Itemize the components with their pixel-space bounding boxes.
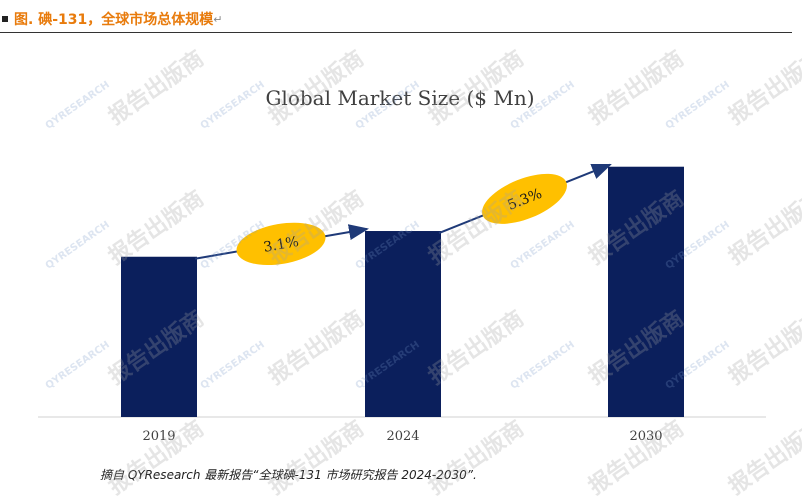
x-tick-label-2019: 2019 <box>142 429 175 444</box>
figure-title: 图. 碘-131，全球市场总体规模 <box>14 12 214 28</box>
source-note: 摘自 QYResearch 最新报告“全球碘-131 市场研究报告 2024-2… <box>100 466 477 483</box>
cagr-badge-1 <box>236 222 326 266</box>
bar-2024 <box>365 231 441 417</box>
x-tick-label-2024: 2024 <box>386 429 419 444</box>
chart-title: Global Market Size ($ Mn) <box>265 86 534 110</box>
x-tick-label-2030: 2030 <box>629 429 662 444</box>
bar-2019 <box>121 256 197 417</box>
source-text: 摘自 QYResearch 最新报告“全球碘-131 市场研究报告 2024-2… <box>100 468 477 482</box>
bar-2030 <box>608 166 684 417</box>
bullet-icon <box>2 16 8 22</box>
return-mark: ↵ <box>213 12 223 26</box>
cagr-label-1: 3.1% <box>262 234 300 256</box>
cagr-badge-2 <box>482 173 567 224</box>
figure-heading: 图. 碘-131，全球市场总体规模 ↵ <box>0 6 792 33</box>
